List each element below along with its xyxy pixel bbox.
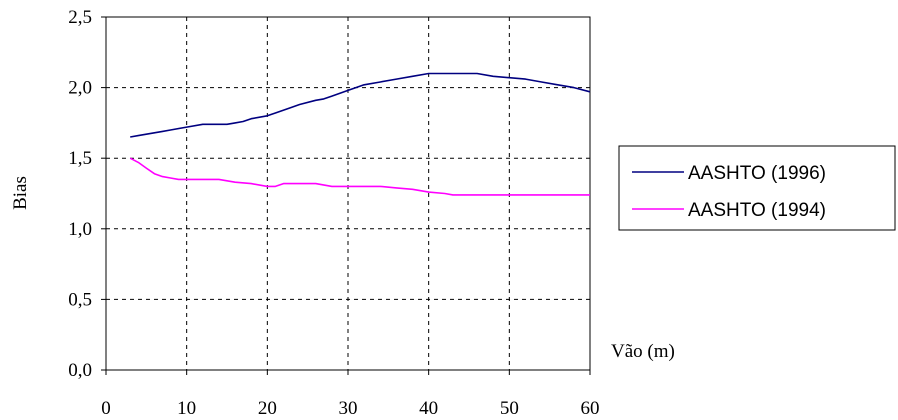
x-axis-ticks: 0 10 20 30 40 50 60 [101, 370, 600, 419]
x-tick-label: 30 [339, 398, 358, 419]
y-tick-label: 1,5 [68, 148, 92, 169]
y-tick-label: 0,0 [68, 360, 92, 381]
x-tick-label: 60 [581, 398, 600, 419]
series-line-aashto-1994 [129, 157, 590, 196]
y-tick-label: 0,5 [68, 289, 92, 310]
x-tick-label: 20 [258, 398, 277, 419]
x-axis-title: Vão (m) [611, 341, 675, 362]
x-tick-label: 0 [101, 398, 111, 419]
legend: AASHTO (1996) AASHTO (1994) [618, 145, 896, 231]
y-tick-label: 2,5 [68, 7, 92, 28]
legend-label-aashto-1996: AASHTO (1996) [688, 163, 826, 184]
legend-box [618, 145, 896, 231]
y-tick-label: 1,0 [68, 219, 92, 240]
y-axis-title: Bias [10, 176, 31, 210]
series-line-aashto-1996 [130, 72, 591, 138]
series-lines [129, 72, 591, 196]
grid-lines [106, 17, 590, 370]
x-tick-label: 10 [177, 398, 196, 419]
y-tick-label: 2,0 [68, 78, 92, 99]
x-tick-label: 50 [500, 398, 519, 419]
y-axis-ticks: 0,0 0,5 1,0 1,5 2,0 2,5 [68, 7, 106, 381]
x-tick-label: 40 [419, 398, 438, 419]
legend-label-aashto-1994: AASHTO (1994) [688, 200, 826, 221]
